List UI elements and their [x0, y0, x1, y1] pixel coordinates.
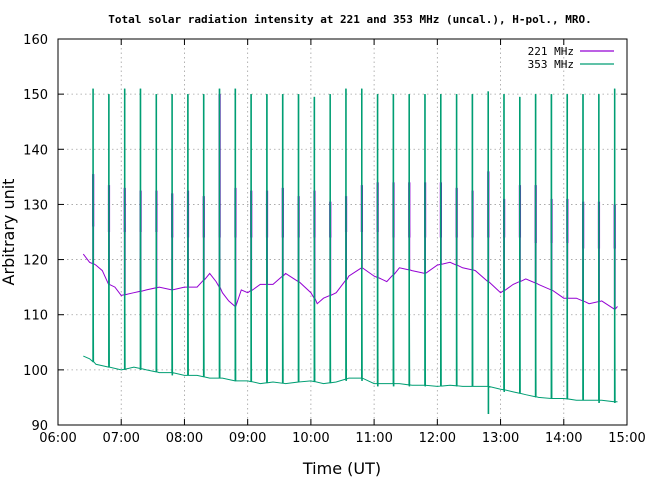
x-axis-label: Time (UT)	[302, 459, 381, 478]
y-tick-label: 110	[23, 309, 48, 324]
y-tick-label: 90	[31, 419, 48, 434]
chart-title: Total solar radiation intensity at 221 a…	[108, 13, 591, 26]
y-tick-label: 160	[23, 33, 48, 48]
series-line-1	[83, 88, 618, 415]
legend-label-221mhz: 221 MHz	[528, 45, 574, 58]
y-tick-label: 130	[23, 198, 48, 213]
legend-label-353mhz: 353 MHz	[528, 58, 574, 71]
x-tick-label: 09:00	[229, 431, 266, 446]
y-tick-label: 100	[23, 364, 48, 379]
x-tick-label: 08:00	[166, 431, 203, 446]
x-tick-label: 06:00	[39, 431, 76, 446]
x-tick-label: 10:00	[292, 431, 329, 446]
series-line-0	[82, 94, 618, 311]
y-axis-label: Arbitrary unit	[0, 179, 18, 286]
y-tick-label: 120	[23, 254, 48, 269]
x-tick-label: 11:00	[355, 431, 392, 446]
plot-frame	[57, 38, 628, 426]
y-tick-label: 140	[23, 143, 48, 158]
x-tick-label: 14:00	[545, 431, 582, 446]
x-tick-label: 07:00	[102, 431, 139, 446]
axis-ticks: 06:00 07:00 08:00 09:00 10:00 11:00 12:00 13:00…	[23, 33, 646, 446]
chart-legend: 221 MHz 353 MHz	[528, 45, 614, 71]
grid-lines	[58, 39, 627, 425]
x-tick-label: 12:00	[419, 431, 456, 446]
x-tick-label: 13:00	[482, 431, 519, 446]
plot-series	[82, 88, 618, 415]
y-tick-label: 150	[23, 88, 48, 103]
x-tick-label: 15:00	[608, 431, 645, 446]
